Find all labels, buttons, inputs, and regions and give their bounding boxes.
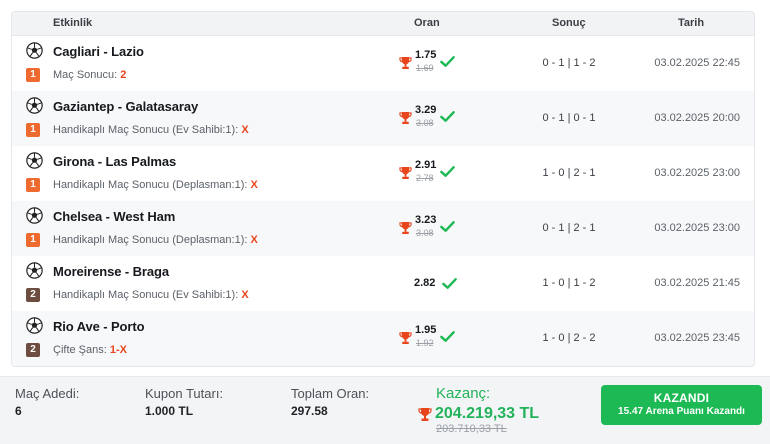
market-name: Handikaplı Maç Sonucu (Ev Sahibi:1): X <box>53 289 249 301</box>
market-name: Handikaplı Maç Sonucu (Deplasman:1): X <box>53 234 258 246</box>
arena-points-text: 15.47 Arena Puanı Kazandı <box>618 406 745 417</box>
won-status-button[interactable]: KAZANDI 15.47 Arena Puanı Kazandı <box>601 385 762 425</box>
total-odds-label: Toplam Oran: <box>291 386 370 401</box>
match-count-value: 6 <box>15 404 22 418</box>
odd-old-value: 1.92 <box>416 338 434 348</box>
row-number-badge: 1 <box>26 68 40 82</box>
winnings-value: 204.219,33 TL <box>435 405 540 422</box>
match-teams[interactable]: Gaziantep - Galatasaray <box>53 99 199 114</box>
odd-value: 3.23 <box>415 214 437 226</box>
table-row[interactable]: Gaziantep - Galatasaray 1 Handikaplı Maç… <box>12 91 754 146</box>
odd-old-value: 3.08 <box>416 118 434 128</box>
table-header: Etkinlik Oran Sonuç Tarih <box>12 12 754 36</box>
pick-value: X <box>241 124 249 136</box>
check-icon <box>442 278 457 289</box>
pick-value: X <box>241 289 249 301</box>
trophy-icon <box>399 56 412 70</box>
trophy-icon <box>399 331 412 345</box>
trophy-icon <box>418 408 432 421</box>
match-score: 0 - 1 | 2 - 1 <box>542 222 596 234</box>
row-number-badge: 2 <box>26 288 40 302</box>
market-name: Çifte Şans: 1-X <box>53 344 127 356</box>
match-teams[interactable]: Girona - Las Palmas <box>53 154 177 169</box>
pick-value: 1-X <box>109 344 127 356</box>
trophy-icon <box>399 166 412 180</box>
pick-value: 2 <box>120 69 127 81</box>
row-number-badge: 1 <box>26 123 40 137</box>
total-odds-value: 297.58 <box>291 404 328 418</box>
odd-value: 2.91 <box>415 159 437 171</box>
match-date: 03.02.2025 23:45 <box>654 332 740 344</box>
odd-old-value: 3.08 <box>416 228 434 238</box>
odd-value: 1.75 <box>415 49 437 61</box>
soccer-ball-icon <box>26 317 43 334</box>
header-odds: Oran <box>414 17 440 29</box>
match-date: 03.02.2025 22:45 <box>654 57 740 69</box>
odd-value: 3.29 <box>415 104 437 116</box>
pick-value: X <box>250 234 258 246</box>
match-date: 03.02.2025 20:00 <box>654 112 740 124</box>
table-row[interactable]: Cagliari - Lazio 1 Maç Sonucu: 2 1.75 1.… <box>12 36 754 91</box>
odd-value: 1.95 <box>415 324 437 336</box>
coupon-amount-label: Kupon Tutarı: <box>145 386 224 401</box>
market-name: Maç Sonucu: 2 <box>53 69 127 81</box>
match-score: 0 - 1 | 1 - 2 <box>542 57 596 69</box>
soccer-ball-icon <box>26 262 43 279</box>
match-score: 1 - 0 | 1 - 2 <box>542 277 596 289</box>
soccer-ball-icon <box>26 42 43 59</box>
table-row[interactable]: Chelsea - West Ham 1 Handikaplı Maç Sonu… <box>12 201 754 256</box>
match-teams[interactable]: Moreirense - Braga <box>53 264 169 279</box>
soccer-ball-icon <box>26 152 43 169</box>
odd-old-value: 2.78 <box>416 173 434 183</box>
trophy-icon <box>399 221 412 235</box>
trophy-icon <box>399 111 412 125</box>
won-status-title: KAZANDI <box>653 391 710 405</box>
row-number-badge: 1 <box>26 233 40 247</box>
odd-old-value: 1.69 <box>416 63 434 73</box>
table-row[interactable]: Rio Ave - Porto 2 Çifte Şans: 1-X 1.95 1… <box>12 311 754 366</box>
odd-value: 2.82 <box>414 277 436 289</box>
soccer-ball-icon <box>26 97 43 114</box>
header-event: Etkinlik <box>53 17 93 29</box>
match-score: 0 - 1 | 0 - 1 <box>542 112 596 124</box>
match-teams[interactable]: Chelsea - West Ham <box>53 209 176 224</box>
soccer-ball-icon <box>26 207 43 224</box>
market-name: Handikaplı Maç Sonucu (Ev Sahibi:1): X <box>53 124 249 136</box>
row-number-badge: 2 <box>26 343 40 357</box>
market-name: Handikaplı Maç Sonucu (Deplasman:1): X <box>53 179 258 191</box>
table-row[interactable]: Girona - Las Palmas 1 Handikaplı Maç Son… <box>12 146 754 201</box>
match-date: 03.02.2025 23:00 <box>654 222 740 234</box>
match-date: 03.02.2025 21:45 <box>654 277 740 289</box>
pick-value: X <box>250 179 258 191</box>
table-row[interactable]: Moreirense - Braga 2 Handikaplı Maç Sonu… <box>12 256 754 311</box>
coupon-amount-value: 1.000 TL <box>145 404 194 418</box>
match-teams[interactable]: Cagliari - Lazio <box>53 44 144 59</box>
winnings-old-value: 203.710,33 TL <box>436 423 507 435</box>
check-icon <box>440 166 455 177</box>
match-score: 1 - 0 | 2 - 2 <box>542 332 596 344</box>
match-date: 03.02.2025 23:00 <box>654 167 740 179</box>
match-score: 1 - 0 | 2 - 1 <box>542 167 596 179</box>
check-icon <box>440 221 455 232</box>
match-teams[interactable]: Rio Ave - Porto <box>53 319 145 334</box>
check-icon <box>440 111 455 122</box>
coupon-summary: Maç Adedi: 6 Kupon Tutarı: 1.000 TL Topl… <box>0 376 770 444</box>
check-icon <box>440 331 455 342</box>
check-icon <box>440 56 455 67</box>
winnings-label: Kazanç: <box>436 385 491 402</box>
row-number-badge: 1 <box>26 178 40 192</box>
header-date: Tarih <box>678 17 705 29</box>
coupon-table: Etkinlik Oran Sonuç Tarih Cagliari - Laz… <box>11 11 755 367</box>
match-count-label: Maç Adedi: <box>15 386 80 401</box>
header-result: Sonuç <box>552 17 586 29</box>
